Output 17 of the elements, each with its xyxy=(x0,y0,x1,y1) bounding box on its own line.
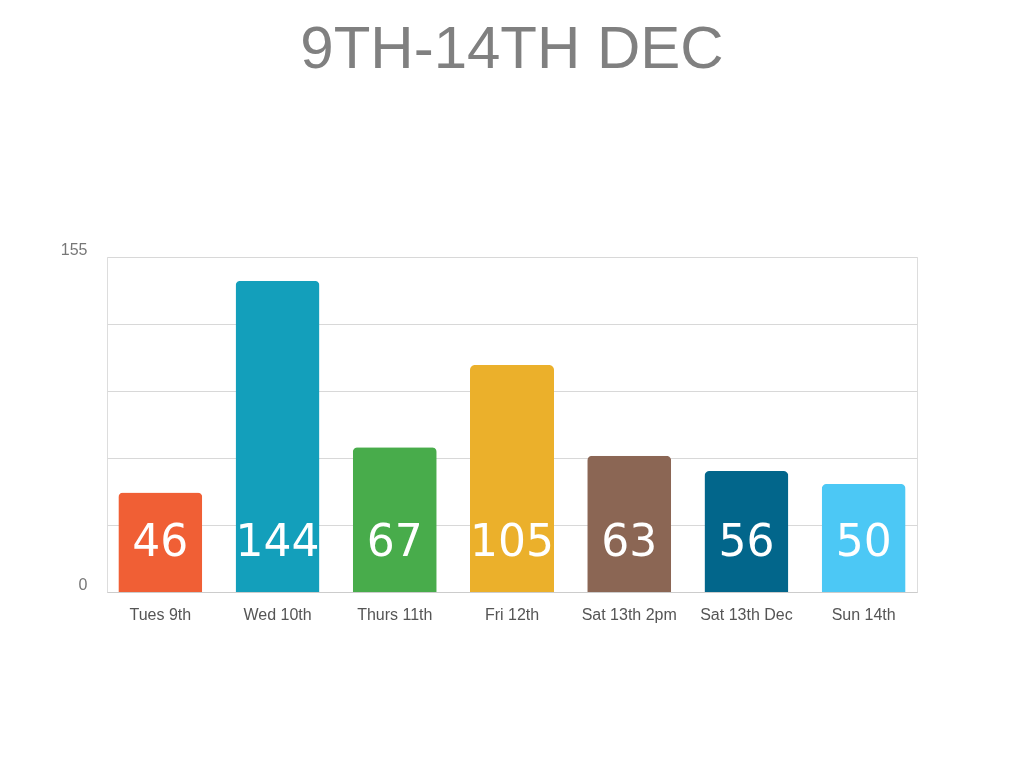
x-tick-label: Thurs 11th xyxy=(357,605,433,623)
data-label: 63 xyxy=(601,515,658,566)
x-tick-label: Tues 9th xyxy=(129,605,192,623)
chart-title: 9TH-14TH DEC xyxy=(300,14,724,81)
y-tick-label: 0 xyxy=(78,575,88,593)
data-label: 67 xyxy=(366,515,423,566)
x-tick-label: Wed 10th xyxy=(243,605,312,623)
data-label: 144 xyxy=(235,515,320,566)
data-label: 105 xyxy=(470,515,554,566)
data-label: 56 xyxy=(718,515,775,566)
x-tick-label: Sat 13th Dec xyxy=(700,605,793,623)
y-tick-label: 155 xyxy=(60,240,88,258)
x-tick-label: Fri 12th xyxy=(484,605,540,623)
x-tick-label: Sun 14th xyxy=(831,605,896,623)
data-label: 46 xyxy=(132,515,189,566)
x-tick-label: Sat 13th 2pm xyxy=(581,605,677,623)
data-label: 50 xyxy=(835,515,892,566)
